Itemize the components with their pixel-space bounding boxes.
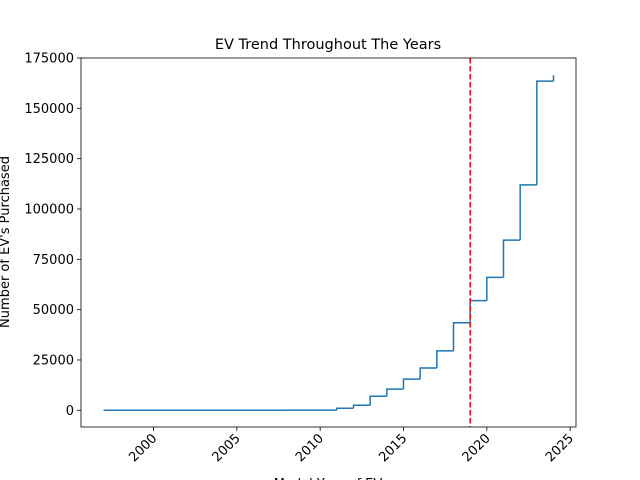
y-tick-label: 25000 [33, 353, 74, 368]
step-segment [469, 299, 487, 323]
x-tick-label: 2005 [210, 431, 244, 465]
step-segment [386, 388, 404, 397]
y-tick-label: 100000 [24, 202, 74, 217]
x-tick-label: 2020 [460, 431, 494, 465]
step-segment [419, 367, 437, 380]
step-segment [502, 239, 521, 278]
step-segment [452, 321, 471, 351]
y-tick-label: 50000 [33, 303, 74, 318]
step-segment [536, 80, 554, 185]
step-segment [352, 404, 371, 409]
x-tick-label: 2015 [376, 431, 410, 465]
x-tick-label: 2000 [126, 431, 160, 465]
step-segment [436, 350, 454, 369]
y-tick-label: 150000 [24, 102, 74, 117]
y-tick-label: 75000 [33, 253, 74, 268]
step-segment [402, 378, 421, 390]
step-segment [369, 395, 387, 406]
y-tick-label: 0 [66, 404, 74, 419]
y-tick-label: 125000 [24, 152, 74, 167]
y-tick-label: 175000 [24, 52, 74, 67]
step-segment [519, 184, 537, 241]
step-segment [336, 407, 354, 411]
plot-frame [80, 57, 577, 428]
y-axis-label: Number of EV's Purchased [0, 156, 13, 328]
step-segment [486, 276, 504, 301]
x-tick-label: 2025 [543, 431, 577, 465]
x-axis-label: Model Year of EV [274, 477, 383, 480]
chart-title: EV Trend Throughout The Years [215, 37, 441, 53]
x-tick-label: 2010 [293, 431, 327, 465]
